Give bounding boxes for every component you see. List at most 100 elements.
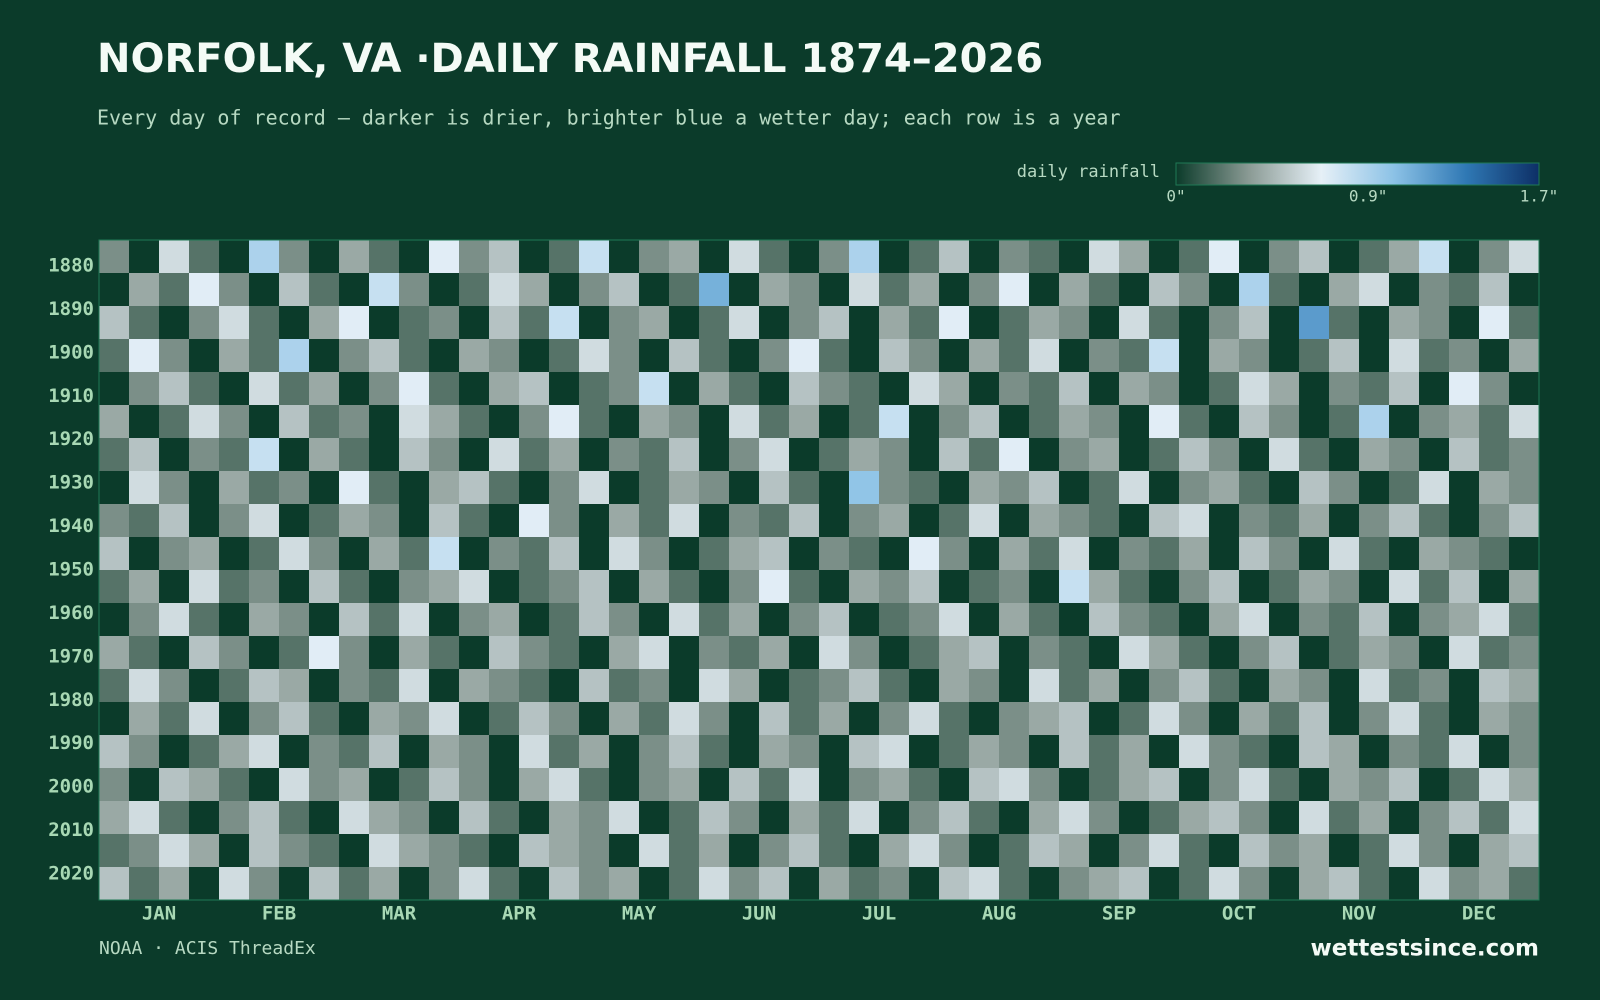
cell — [549, 834, 580, 868]
cell — [1209, 240, 1240, 274]
cell — [1089, 735, 1120, 769]
cell — [699, 306, 730, 340]
cell — [489, 537, 520, 571]
cell — [219, 801, 250, 835]
cell — [1269, 702, 1300, 736]
cell — [129, 339, 160, 373]
cell — [369, 306, 400, 340]
cell — [519, 834, 550, 868]
cell — [249, 702, 280, 736]
cell — [1149, 273, 1180, 307]
cell — [489, 306, 520, 340]
cell — [969, 702, 1000, 736]
cell — [1089, 273, 1120, 307]
cell — [309, 504, 340, 538]
cell — [909, 768, 940, 802]
cell — [1479, 669, 1510, 703]
cell — [99, 801, 130, 835]
cell — [1479, 471, 1510, 505]
cell — [1419, 372, 1450, 406]
colorbar-tick-label: 1.7" — [1520, 187, 1559, 206]
cell — [1149, 504, 1180, 538]
cell — [279, 867, 310, 901]
cell — [939, 471, 970, 505]
cell — [849, 405, 880, 439]
cell — [1269, 867, 1300, 901]
cell — [1359, 768, 1390, 802]
cell — [1389, 405, 1420, 439]
cell — [339, 867, 370, 901]
cell — [549, 702, 580, 736]
cell — [1029, 339, 1060, 373]
cell — [909, 504, 940, 538]
cell — [339, 273, 370, 307]
cell — [159, 504, 190, 538]
cell — [609, 702, 640, 736]
cell — [159, 372, 190, 406]
cell — [309, 405, 340, 439]
cell — [1449, 801, 1480, 835]
cell — [549, 570, 580, 604]
cell — [1389, 801, 1420, 835]
cell — [519, 801, 550, 835]
cell — [969, 372, 1000, 406]
cell — [939, 702, 970, 736]
cell — [159, 537, 190, 571]
cell — [1359, 339, 1390, 373]
cell — [99, 438, 130, 472]
cell — [849, 537, 880, 571]
cell — [669, 570, 700, 604]
cell — [879, 603, 910, 637]
cell — [159, 273, 190, 307]
cell — [879, 669, 910, 703]
cell — [189, 603, 220, 637]
cell — [1089, 504, 1120, 538]
cell — [1449, 339, 1480, 373]
cell — [489, 438, 520, 472]
cell — [939, 240, 970, 274]
cell — [789, 372, 820, 406]
cell — [699, 537, 730, 571]
cell — [1209, 669, 1240, 703]
cell — [579, 438, 610, 472]
cell — [1449, 372, 1480, 406]
cell — [1389, 867, 1420, 901]
cell — [729, 702, 760, 736]
cell — [819, 504, 850, 538]
cell — [1179, 636, 1210, 670]
cell — [99, 372, 130, 406]
cell — [369, 603, 400, 637]
cell — [339, 603, 370, 637]
cell — [369, 372, 400, 406]
cell — [279, 570, 310, 604]
cell — [249, 636, 280, 670]
cell — [1149, 372, 1180, 406]
cell — [579, 537, 610, 571]
cell — [669, 768, 700, 802]
cell — [489, 768, 520, 802]
cell — [429, 702, 460, 736]
cell — [159, 669, 190, 703]
cell — [219, 735, 250, 769]
cell — [1059, 834, 1090, 868]
cell — [429, 240, 460, 274]
cell — [279, 405, 310, 439]
cell — [1029, 636, 1060, 670]
cell — [849, 768, 880, 802]
cell — [429, 867, 460, 901]
cell — [1059, 735, 1090, 769]
cell — [519, 636, 550, 670]
cell — [579, 735, 610, 769]
cell — [1299, 438, 1330, 472]
cell — [849, 603, 880, 637]
cell — [1149, 570, 1180, 604]
cell — [1029, 240, 1060, 274]
cell — [1029, 405, 1060, 439]
cell — [789, 768, 820, 802]
cell — [459, 570, 490, 604]
cell — [639, 240, 670, 274]
cell — [669, 372, 700, 406]
cell — [279, 438, 310, 472]
cell — [309, 438, 340, 472]
cell — [579, 702, 610, 736]
